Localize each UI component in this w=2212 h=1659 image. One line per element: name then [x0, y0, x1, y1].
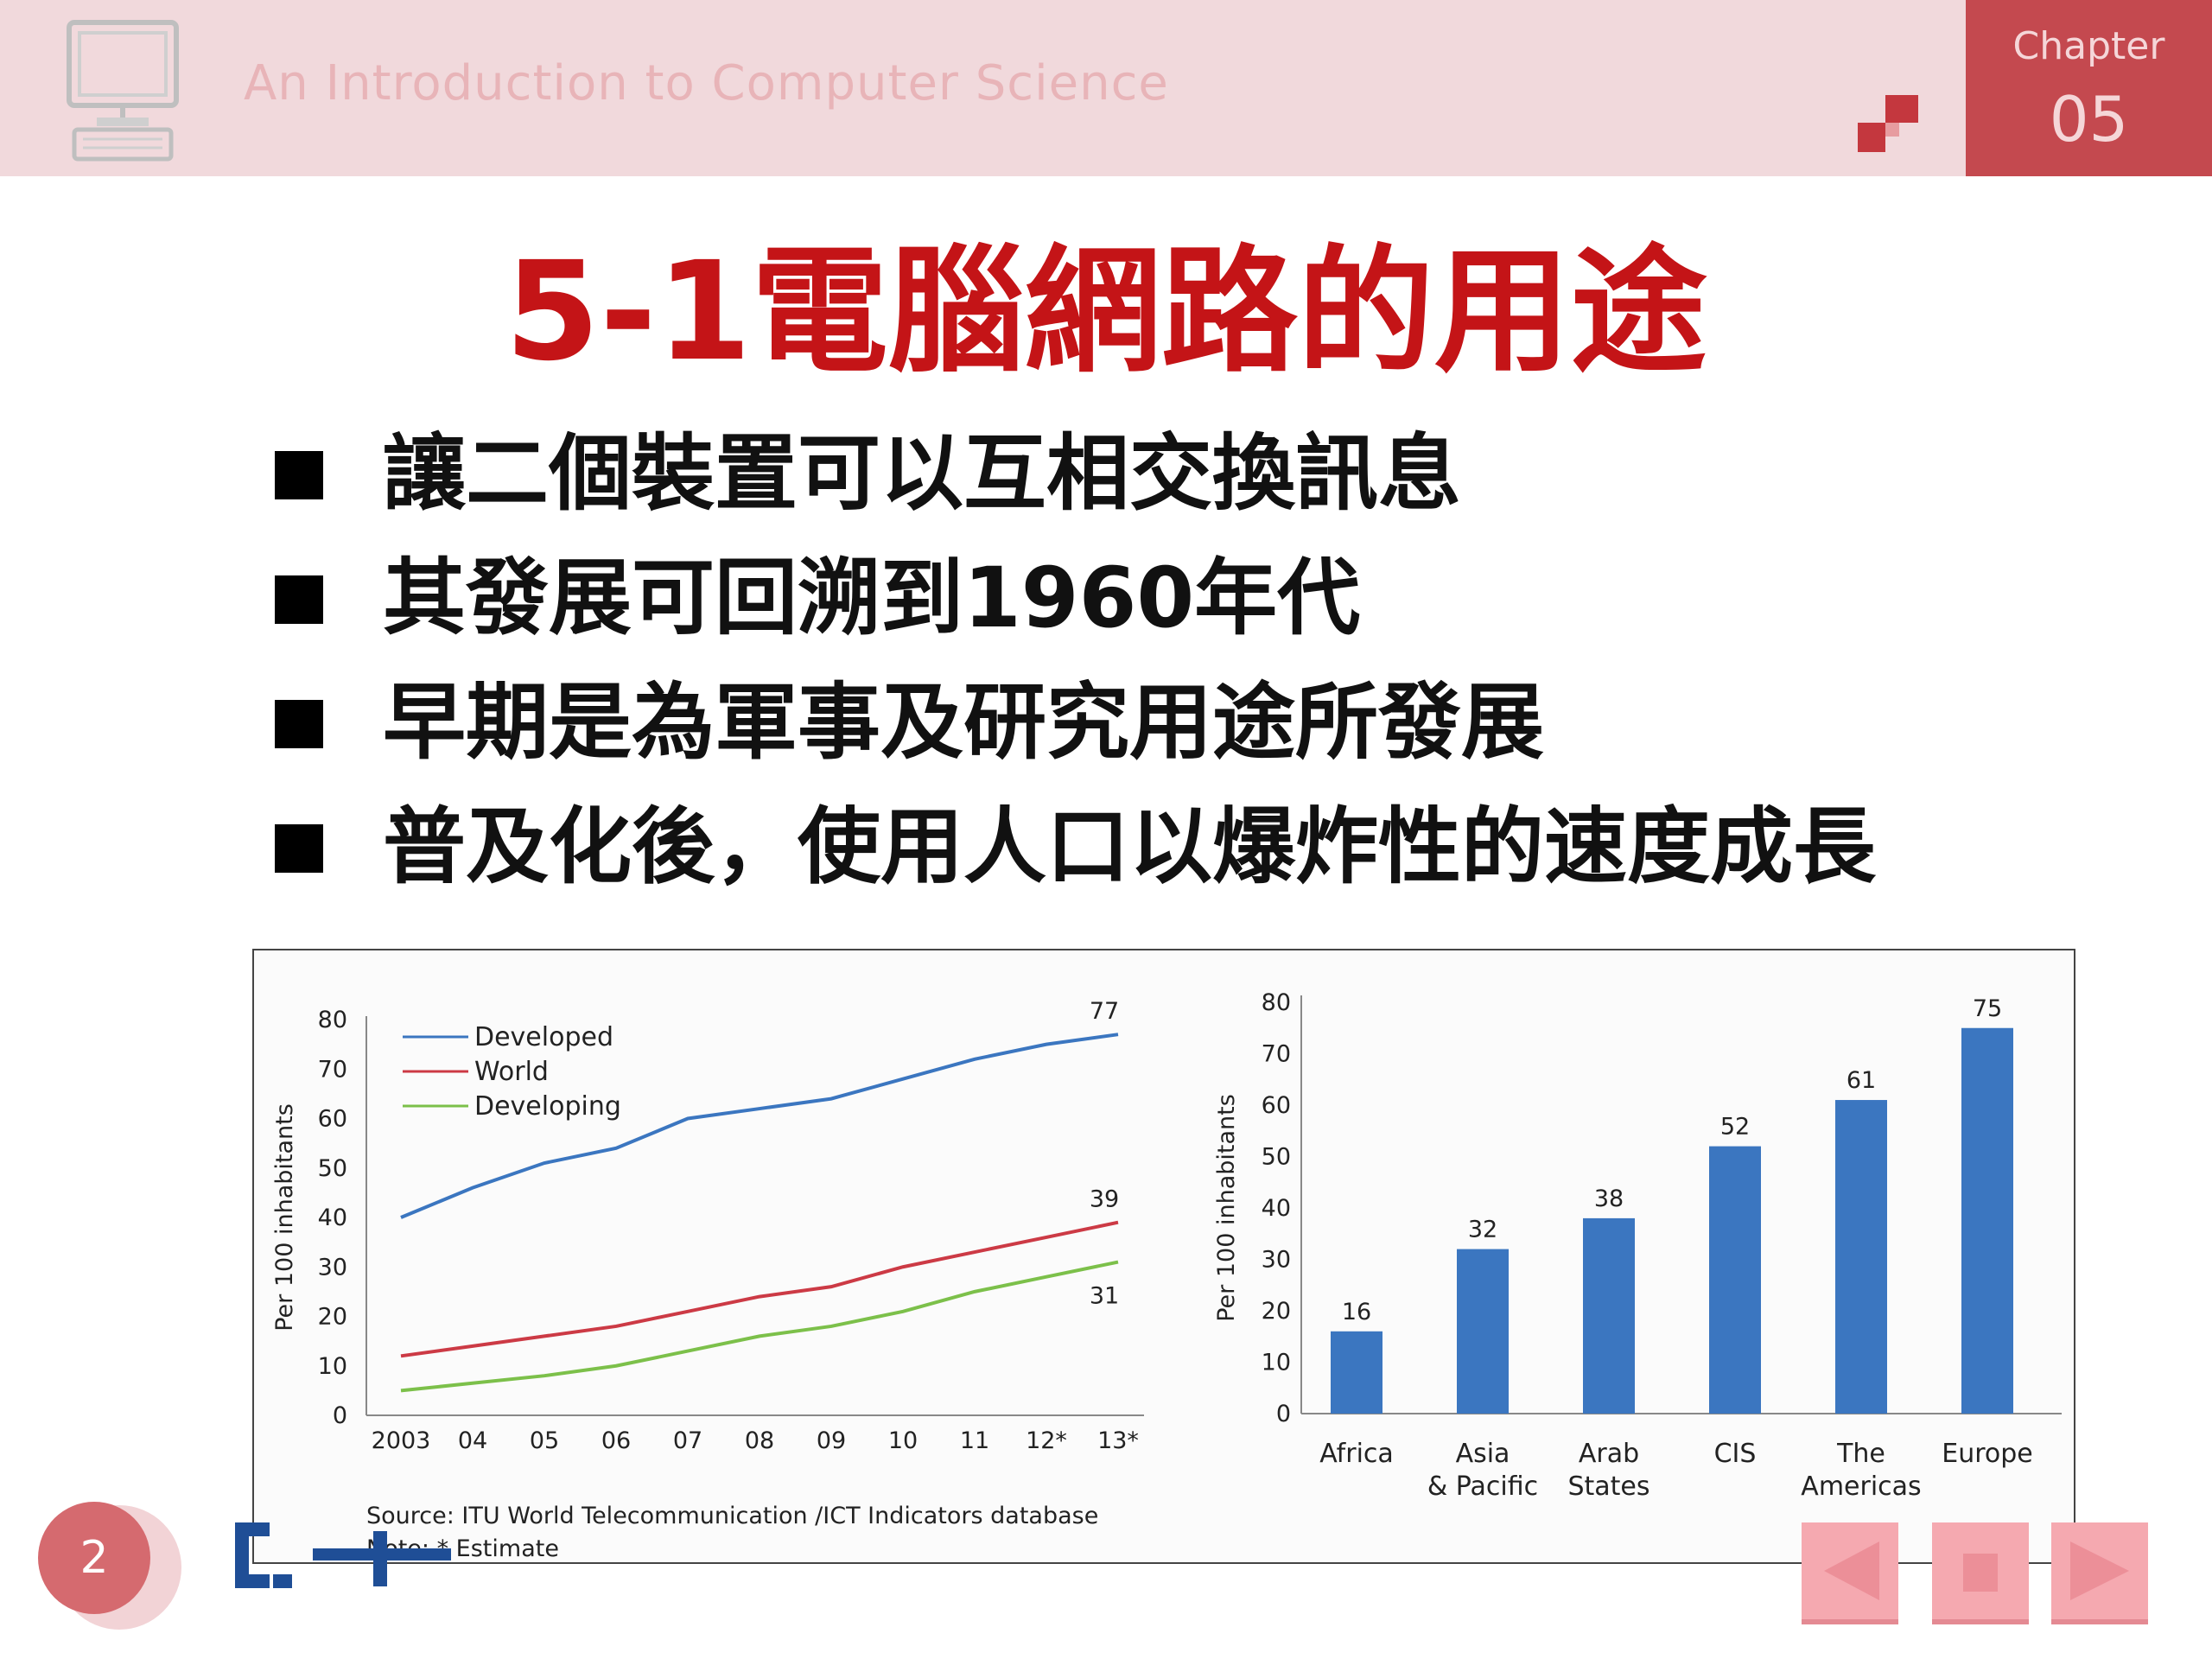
- next-slide-button[interactable]: [2051, 1522, 2148, 1619]
- x-tick-label: 06: [601, 1427, 631, 1454]
- y-axis-label: Per 100 inhabitants: [271, 1103, 298, 1332]
- previous-slide-button[interactable]: [1802, 1522, 1898, 1619]
- data-label: 77: [1090, 998, 1119, 1025]
- arrow-left-icon: [1824, 1541, 1879, 1600]
- home-slide-button[interactable]: [1932, 1522, 2029, 1619]
- x-tick-label: 05: [530, 1427, 559, 1454]
- y-tick-label: 70: [318, 1056, 347, 1083]
- data-label: 32: [1468, 1217, 1497, 1243]
- y-tick-label: 50: [318, 1155, 347, 1182]
- chapter-number: 05: [2049, 83, 2129, 156]
- home-icon: [1963, 1554, 1998, 1592]
- y-tick-label: 30: [1262, 1247, 1291, 1274]
- legend-label: Developing: [474, 1091, 621, 1122]
- data-label: 39: [1090, 1186, 1119, 1213]
- data-label: 16: [1342, 1299, 1371, 1325]
- bullet-text: 早期是為軍事及研究用途所發展: [383, 674, 1544, 771]
- square-bullet-icon: [275, 575, 323, 624]
- chart-source: Source: ITU World Telecommunication /ICT…: [366, 1503, 1099, 1529]
- chapter-badge: Chapter 05: [1966, 0, 2212, 176]
- x-tick-label: 13*: [1097, 1427, 1139, 1454]
- chart-note: Note: * Estimate: [366, 1535, 559, 1562]
- x-tick-label: 04: [458, 1427, 487, 1454]
- bar-chart: 0 10 20 30 40 50 60 70 80 Per 100 inhabitants 16 Af…: [1213, 989, 2062, 1502]
- x-tick-label: The: [1836, 1439, 1885, 1469]
- line-chart: 0 10 20 30 40 50 60 70 80 2003 04 05 06 07 08 09 10 11 12*…: [271, 998, 1144, 1454]
- y-tick-label: 10: [318, 1353, 347, 1380]
- y-tick-label: 40: [1262, 1195, 1291, 1222]
- chart-figure: 0 10 20 30 40 50 60 70 80 2003 04 05 06 07 08 09 10 11 12*…: [252, 949, 2075, 1564]
- y-tick-label: 50: [1262, 1144, 1291, 1171]
- x-tick-label: 08: [745, 1427, 774, 1454]
- x-tick-label: 09: [817, 1427, 846, 1454]
- bar: [1835, 1100, 1887, 1414]
- bar: [1583, 1217, 1635, 1414]
- x-tick-label: & Pacific: [1427, 1471, 1538, 1502]
- y-tick-label: 0: [333, 1402, 347, 1429]
- square-bullet-icon: [275, 824, 323, 873]
- page-number: 2: [38, 1502, 150, 1614]
- x-tick-label: 11: [960, 1427, 989, 1454]
- chart-source-note: Source: ITU World Telecommunication /ICT…: [366, 1500, 1098, 1566]
- bar: [1331, 1331, 1382, 1414]
- x-tick-label: States: [1567, 1471, 1649, 1502]
- y-tick-label: 10: [1262, 1350, 1291, 1376]
- data-label: 52: [1720, 1114, 1750, 1141]
- bullet-text: 讓二個裝置可以互相交換訊息: [383, 425, 1461, 522]
- y-tick-label: 40: [318, 1205, 347, 1231]
- y-tick-label: 20: [1262, 1298, 1291, 1325]
- series-line-world: [400, 1220, 1119, 1358]
- bar: [1961, 1027, 2013, 1414]
- y-tick-label: 60: [318, 1106, 347, 1133]
- x-tick-label: 2003: [372, 1427, 431, 1454]
- y-tick-label: 80: [1262, 989, 1291, 1016]
- data-label: 61: [1847, 1067, 1876, 1094]
- data-label: 75: [1973, 995, 2002, 1022]
- x-tick-label: Europe: [1942, 1439, 2033, 1469]
- square-bullet-icon: [275, 451, 323, 499]
- computer-logo-icon: [67, 20, 179, 162]
- x-tick-label: Africa: [1319, 1439, 1394, 1469]
- y-tick-label: 30: [318, 1254, 347, 1281]
- chapter-label: Chapter: [2012, 24, 2165, 68]
- bar: [1709, 1146, 1761, 1414]
- x-tick-label: 07: [673, 1427, 702, 1454]
- bar: [1457, 1249, 1509, 1414]
- x-tick-label: CIS: [1714, 1439, 1757, 1469]
- legend-label: Developed: [474, 1022, 613, 1052]
- y-tick-label: 80: [318, 1007, 347, 1033]
- y-tick-label: 60: [1262, 1092, 1291, 1119]
- data-label: 38: [1594, 1185, 1624, 1212]
- y-tick-label: 0: [1276, 1401, 1291, 1427]
- x-tick-label: 10: [888, 1427, 918, 1454]
- course-title: An Introduction to Computer Science: [244, 55, 1169, 111]
- y-axis-label: Per 100 inhabitants: [1213, 1094, 1240, 1322]
- data-label: 31: [1090, 1283, 1119, 1310]
- x-tick-label: 12*: [1026, 1427, 1067, 1454]
- slide-header: An Introduction to Computer Science: [0, 0, 1966, 176]
- bullet-text: 普及化後，使用人口以爆炸性的速度成長: [383, 798, 1876, 895]
- square-bullet-icon: [275, 700, 323, 748]
- bullet-text: 其發展可回溯到1960年代: [383, 550, 1361, 646]
- decor-square: [1858, 123, 1885, 152]
- x-tick-label: Asia: [1456, 1439, 1510, 1469]
- x-tick-label: Arab: [1579, 1439, 1639, 1469]
- arrow-right-icon: [2070, 1541, 2129, 1600]
- y-tick-label: 20: [318, 1304, 347, 1331]
- legend-label: World: [474, 1057, 549, 1087]
- publisher-logo-icon: [235, 1522, 451, 1588]
- decor-square: [1885, 123, 1899, 137]
- slide-title: 5-1電腦網路的用途: [505, 232, 1707, 391]
- series-line-developing: [400, 1260, 1119, 1393]
- y-tick-label: 70: [1262, 1041, 1291, 1068]
- x-tick-label: Americas: [1801, 1471, 1921, 1502]
- series-line-developed: [400, 1033, 1119, 1219]
- decor-square: [1885, 95, 1918, 123]
